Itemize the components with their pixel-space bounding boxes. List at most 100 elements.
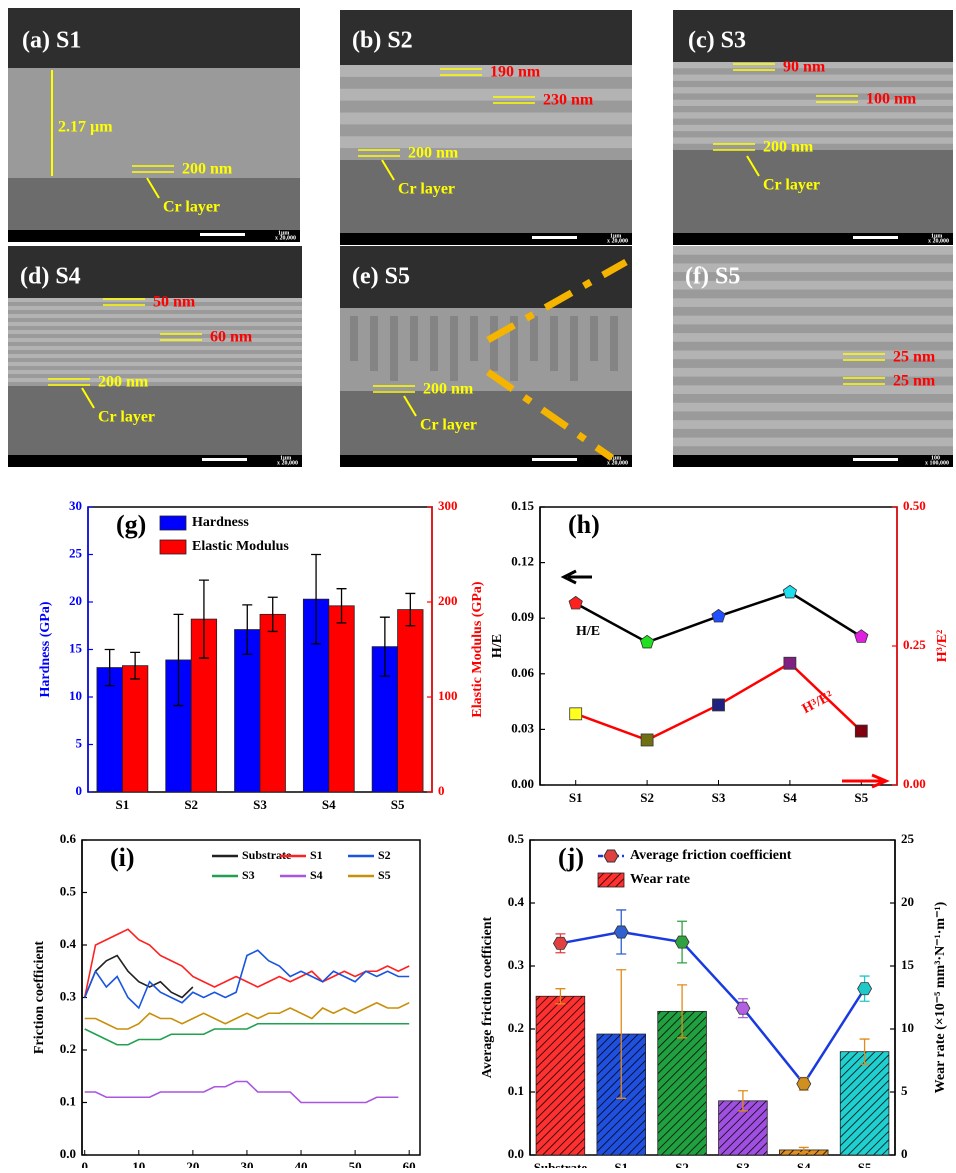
substrate <box>340 160 632 233</box>
scale-label: 1μm <box>931 233 942 239</box>
y-tick-label: 0.1 <box>508 1083 524 1098</box>
y2-tick-label: 0.50 <box>903 498 926 513</box>
error-bar <box>616 969 627 1099</box>
x-tick-label: S2 <box>675 1160 689 1168</box>
image-label: (b) S2 <box>352 28 413 54</box>
layer-stripe <box>673 62 953 69</box>
layer-stripe <box>673 99 953 106</box>
column <box>370 316 378 371</box>
layer-stripe <box>673 402 953 412</box>
error-bar <box>555 988 566 1005</box>
column <box>610 316 618 371</box>
y-tick-label: 0.03 <box>511 720 534 735</box>
x-tick-label: 40 <box>295 1159 308 1168</box>
marker <box>552 936 568 950</box>
panel-label: (i) <box>110 843 135 872</box>
axis-arrow <box>560 569 592 585</box>
error-bar <box>859 1038 870 1065</box>
y-tick-label: 0.4 <box>60 936 77 951</box>
magnification: x 20,000 <box>928 238 949 244</box>
column <box>490 316 498 371</box>
x-tick-label: S3 <box>253 797 267 812</box>
magnification: x 20,000 <box>607 238 628 244</box>
scale-bar <box>200 233 245 236</box>
y-axis-label: Friction coefficient <box>32 941 47 1054</box>
y2-axis-label: H³/E² <box>935 630 950 663</box>
image-annotation: 200 nm <box>763 139 814 156</box>
magnification: x 100,000 <box>925 460 949 466</box>
series-line <box>83 949 410 1010</box>
scale-label: 1μm <box>610 455 621 461</box>
error-bar <box>198 579 209 659</box>
image-annotation: Cr layer <box>420 417 477 434</box>
layer-stripe <box>673 350 953 360</box>
y-tick-label: 0.3 <box>508 957 525 972</box>
y-tick-label: 0.15 <box>511 498 534 513</box>
image-label: (e) S5 <box>352 264 410 290</box>
y-tick-label: 0.1 <box>60 1093 76 1108</box>
x-tick-label: S1 <box>116 797 130 812</box>
series-line <box>83 954 194 999</box>
series-line <box>560 930 866 1086</box>
error-bar <box>737 1090 748 1112</box>
column <box>590 316 598 361</box>
marker <box>854 724 868 738</box>
bar <box>234 629 261 793</box>
marker <box>854 629 869 643</box>
legend-label: S4 <box>310 868 323 882</box>
y-tick-label: 0.2 <box>60 1041 76 1056</box>
x-tick-label: S3 <box>712 790 726 805</box>
layer-stripe <box>340 112 632 125</box>
scale-bar <box>532 458 577 461</box>
plot-frame <box>539 506 898 786</box>
layer-stripe <box>673 87 953 94</box>
image-annotation: 100 nm <box>866 91 917 108</box>
layer-stripe <box>673 246 953 255</box>
layer-stripe <box>673 124 953 132</box>
layer-stripe <box>8 362 302 366</box>
annotation: H/E <box>576 624 600 639</box>
error-bar <box>311 553 322 645</box>
x-tick-label: S2 <box>640 790 654 805</box>
marker <box>674 935 690 949</box>
annotation: H³/E² <box>800 688 836 717</box>
info-bar <box>8 230 300 242</box>
layer-stripe <box>8 314 302 318</box>
layer-stripe <box>8 346 302 350</box>
image-label: (f) S5 <box>685 264 740 290</box>
image-annotation: 200 nm <box>182 161 233 178</box>
y2-tick-label: 0.25 <box>903 637 926 652</box>
y-tick-label: 25 <box>69 545 83 560</box>
magnification: x 20,000 <box>275 235 296 241</box>
y2-tick-label: 200 <box>438 593 458 608</box>
bar <box>839 1051 890 1156</box>
column <box>530 316 538 361</box>
x-tick-label: S5 <box>854 790 868 805</box>
y-tick-label: 10 <box>69 688 82 703</box>
image-annotation: Cr layer <box>163 199 220 216</box>
column <box>570 316 578 381</box>
series-line <box>83 928 410 998</box>
scale-label: 1μm <box>610 233 621 239</box>
y2-tick-label: 25 <box>901 831 915 846</box>
y-axis-label: Average friction coefficient <box>480 916 495 1078</box>
image-annotation: 60 nm <box>210 329 253 346</box>
column <box>350 316 358 361</box>
legend-label: Substrate <box>242 848 292 862</box>
legend-swatch <box>159 515 187 531</box>
marker <box>783 656 797 670</box>
layer-stripe <box>673 385 953 395</box>
layer-stripe <box>673 420 953 429</box>
info-bar <box>8 455 302 467</box>
image-annotation: 25 nm <box>893 373 936 390</box>
column <box>470 316 478 361</box>
column <box>430 316 438 371</box>
marker <box>711 608 726 623</box>
image-annotation: 200 nm <box>98 374 149 391</box>
axis-arrow <box>842 773 890 789</box>
x-tick-label: 30 <box>240 1159 253 1168</box>
y-tick-label: 0.4 <box>508 894 525 909</box>
substrate <box>8 178 300 230</box>
